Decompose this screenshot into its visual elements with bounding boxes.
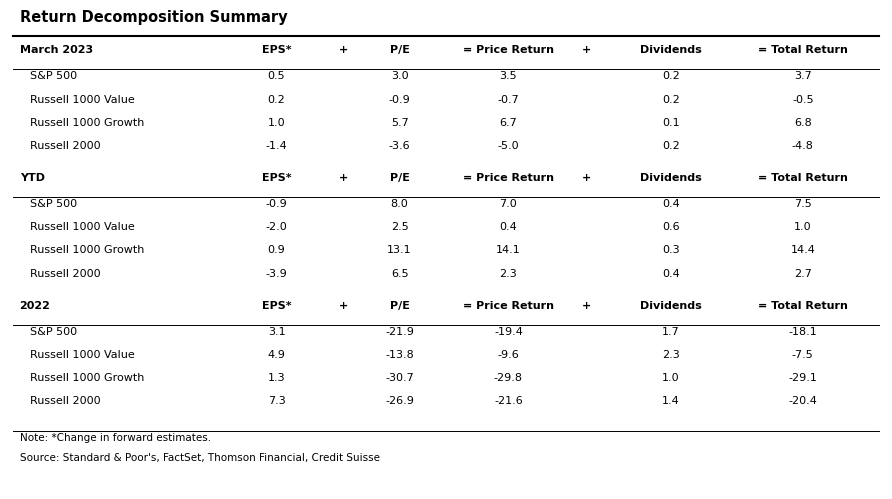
Text: -3.6: -3.6 [389,141,410,151]
Text: -0.5: -0.5 [792,94,814,105]
Text: 1.0: 1.0 [268,118,285,128]
Text: 2022: 2022 [20,301,51,311]
Text: = Price Return: = Price Return [463,45,554,55]
Text: Russell 1000 Value: Russell 1000 Value [30,350,135,360]
Text: 7.5: 7.5 [794,199,812,209]
Text: 2.3: 2.3 [500,268,517,279]
Text: -7.5: -7.5 [792,350,814,360]
Text: YTD: YTD [20,173,45,183]
Text: 4.9: 4.9 [268,350,285,360]
Text: 2.3: 2.3 [662,350,680,360]
Text: 14.1: 14.1 [496,246,521,255]
Text: = Price Return: = Price Return [463,173,554,183]
Text: 6.5: 6.5 [391,268,409,279]
Text: 0.2: 0.2 [662,94,680,105]
Text: 0.1: 0.1 [662,118,680,128]
Text: 6.7: 6.7 [500,118,517,128]
Text: Russell 1000 Value: Russell 1000 Value [30,94,135,105]
Text: Russell 2000: Russell 2000 [30,396,101,407]
Text: 7.3: 7.3 [268,396,285,407]
Text: 0.2: 0.2 [268,94,285,105]
Text: 13.1: 13.1 [387,246,412,255]
Text: +: + [582,173,591,183]
Text: +: + [582,45,591,55]
Text: -19.4: -19.4 [494,327,523,337]
Text: Dividends: Dividends [640,173,702,183]
Text: 0.5: 0.5 [268,71,285,81]
Text: -5.0: -5.0 [498,141,519,151]
Text: = Total Return: = Total Return [758,301,847,311]
Text: = Price Return: = Price Return [463,301,554,311]
Text: 2.5: 2.5 [391,222,409,233]
Text: -29.8: -29.8 [494,373,523,383]
Text: 0.3: 0.3 [662,246,680,255]
Text: 1.0: 1.0 [794,222,812,233]
Text: -0.9: -0.9 [389,94,410,105]
Text: -2.0: -2.0 [266,222,287,233]
Text: -26.9: -26.9 [385,396,414,407]
Text: -0.9: -0.9 [266,199,287,209]
Text: 3.0: 3.0 [391,71,409,81]
Text: EPS*: EPS* [261,301,292,311]
Text: -18.1: -18.1 [789,327,817,337]
Text: -0.7: -0.7 [498,94,519,105]
Text: Dividends: Dividends [640,45,702,55]
Text: 0.2: 0.2 [662,71,680,81]
Text: 1.4: 1.4 [662,396,680,407]
Text: Russell 1000 Growth: Russell 1000 Growth [30,373,145,383]
Text: 14.4: 14.4 [790,246,815,255]
Text: Note: *Change in forward estimates.: Note: *Change in forward estimates. [20,433,211,443]
Text: S&P 500: S&P 500 [30,71,78,81]
Text: P/E: P/E [390,45,409,55]
Text: -3.9: -3.9 [266,268,287,279]
Text: 3.5: 3.5 [500,71,517,81]
Text: EPS*: EPS* [261,45,292,55]
Text: -20.4: -20.4 [789,396,817,407]
Text: 3.1: 3.1 [268,327,285,337]
Text: Russell 2000: Russell 2000 [30,141,101,151]
Text: +: + [339,173,348,183]
Text: 0.9: 0.9 [268,246,285,255]
Text: -29.1: -29.1 [789,373,817,383]
Text: -21.9: -21.9 [385,327,414,337]
Text: S&P 500: S&P 500 [30,199,78,209]
Text: 1.3: 1.3 [268,373,285,383]
Text: +: + [582,301,591,311]
Text: +: + [339,45,348,55]
Text: March 2023: March 2023 [20,45,93,55]
Text: -21.6: -21.6 [494,396,523,407]
Text: Source: Standard & Poor's, FactSet, Thomson Financial, Credit Suisse: Source: Standard & Poor's, FactSet, Thom… [20,453,380,463]
Text: 3.7: 3.7 [794,71,812,81]
Text: P/E: P/E [390,173,409,183]
Text: Russell 1000 Growth: Russell 1000 Growth [30,118,145,128]
Text: -30.7: -30.7 [385,373,414,383]
Text: Russell 1000 Value: Russell 1000 Value [30,222,135,233]
Text: P/E: P/E [390,301,409,311]
Text: 0.6: 0.6 [662,222,680,233]
Text: 2.7: 2.7 [794,268,812,279]
Text: 1.0: 1.0 [662,373,680,383]
Text: 5.7: 5.7 [391,118,409,128]
Text: Russell 2000: Russell 2000 [30,268,101,279]
Text: Return Decomposition Summary: Return Decomposition Summary [20,10,287,25]
Text: 6.8: 6.8 [794,118,812,128]
Text: Russell 1000 Growth: Russell 1000 Growth [30,246,145,255]
Text: Dividends: Dividends [640,301,702,311]
Text: 0.4: 0.4 [500,222,517,233]
Text: EPS*: EPS* [261,173,292,183]
Text: 0.4: 0.4 [662,268,680,279]
Text: 1.7: 1.7 [662,327,680,337]
Text: -4.8: -4.8 [792,141,814,151]
Text: -13.8: -13.8 [385,350,414,360]
Text: 0.2: 0.2 [662,141,680,151]
Text: +: + [339,301,348,311]
Text: 8.0: 8.0 [391,199,409,209]
Text: = Total Return: = Total Return [758,45,847,55]
Text: 7.0: 7.0 [500,199,517,209]
Text: = Total Return: = Total Return [758,173,847,183]
Text: S&P 500: S&P 500 [30,327,78,337]
Text: -1.4: -1.4 [266,141,287,151]
Text: -9.6: -9.6 [498,350,519,360]
Text: 0.4: 0.4 [662,199,680,209]
